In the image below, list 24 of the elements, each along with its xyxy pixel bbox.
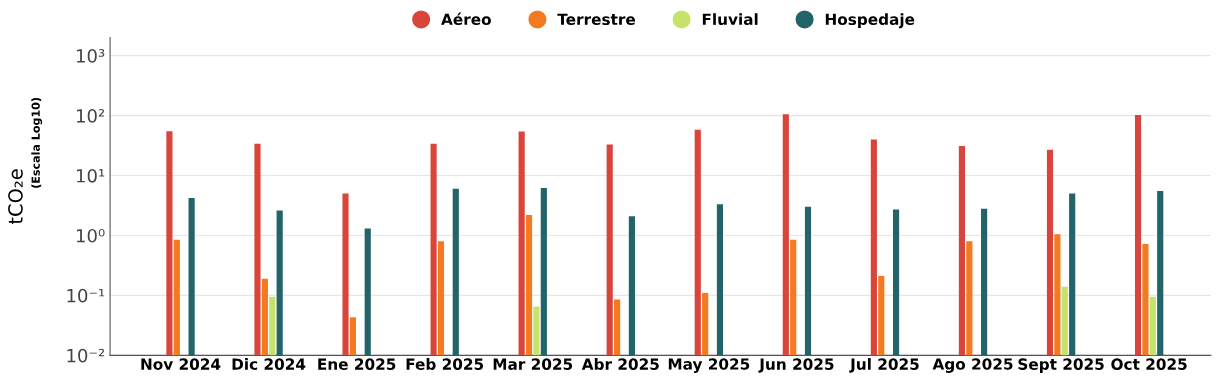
y-tick-label: 10⁻²	[67, 348, 105, 363]
y-tick-label: 10⁰	[76, 228, 105, 243]
x-tick-label: Nov 2024	[141, 358, 221, 370]
y-tick-label: 10³	[76, 49, 105, 63]
x-tick-label: Abr 2025	[581, 358, 659, 370]
x-tick-label: Mar 2025	[493, 358, 573, 370]
y-axis-title: tCO₂e	[8, 169, 23, 225]
x-tick-label: May 2025	[668, 358, 750, 373]
legend-label: Terrestre	[557, 13, 636, 26]
legend-label: Hospedaje	[825, 13, 915, 29]
legend-label: Fluvial	[702, 13, 758, 26]
x-tick-label: Jun 2025	[758, 358, 834, 373]
y-tick-label: 10¹	[76, 168, 105, 183]
x-tick-label: Feb 2025	[406, 358, 484, 370]
x-tick-label: Jul 2025	[849, 358, 919, 373]
x-tick-label: Ago 2025	[932, 358, 1013, 373]
x-tick-label: Ene 2025	[318, 358, 396, 370]
y-tick-label: 10⁻¹	[67, 288, 105, 303]
x-tick-label: Sept 2025	[1018, 358, 1104, 373]
y-tick-label: 10²	[76, 109, 105, 123]
text: (Escala Log10)	[31, 97, 43, 188]
x-tick-label: Oct 2025	[1111, 358, 1187, 370]
x-tick-label: Dic 2024	[232, 358, 306, 370]
legend-label: Aéreo	[441, 12, 491, 26]
